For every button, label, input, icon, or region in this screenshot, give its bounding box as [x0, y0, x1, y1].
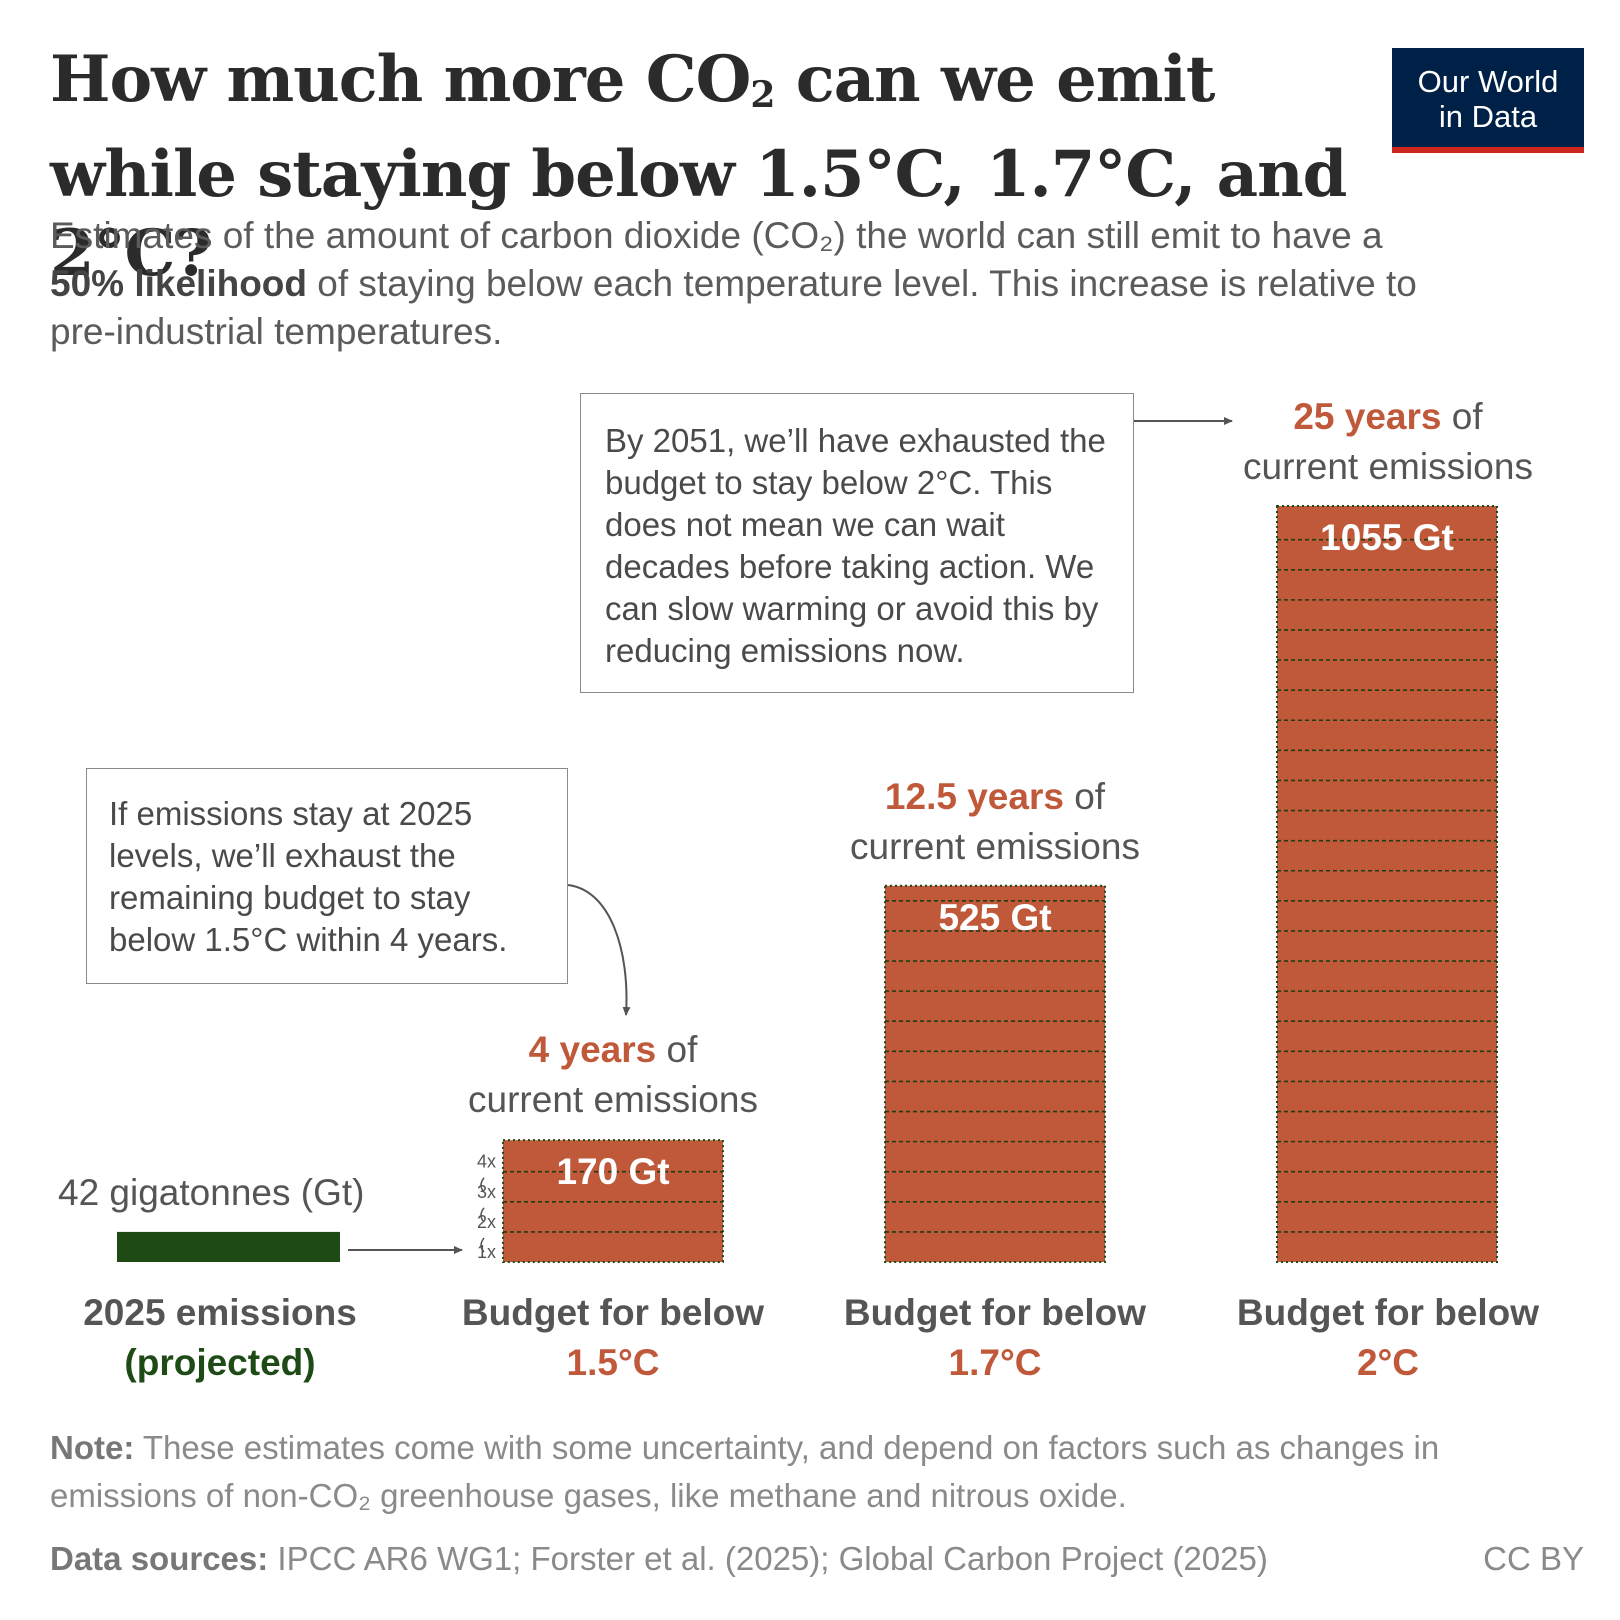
- title-text-2: can we emit while staying below 1.5°C, 1…: [50, 42, 1347, 291]
- current-emissions-label: 42 gigatonnes (Gt): [58, 1172, 365, 1213]
- multiplier-label: 3x: [477, 1182, 496, 1202]
- note-text: These estimates come with some uncertain…: [50, 1429, 1440, 1514]
- title-text-1: How much more CO: [50, 42, 751, 117]
- caption-line-1: Budget for below: [1236, 1292, 1540, 1333]
- current-emissions-bar: [117, 1231, 340, 1262]
- multiplier-label: 2x: [477, 1212, 496, 1232]
- years-line-2: current emissions: [1243, 446, 1533, 487]
- footer-sources: Data sources: IPCC AR6 WG1; Forster et a…: [50, 1535, 1450, 1583]
- caption-line-2: (projected): [124, 1342, 316, 1383]
- footer-note: Note: These estimates come with some unc…: [50, 1424, 1580, 1520]
- multiplier-bracket: [480, 1207, 485, 1223]
- caption-1-5c: Budget for below 1.5°C: [433, 1288, 793, 1388]
- caption-current-emissions: 2025 emissions (projected): [40, 1288, 400, 1388]
- arrow-to-1-5c-label: [567, 884, 631, 1016]
- bar-value-label: 1055 Gt: [1320, 517, 1454, 558]
- bar-value-label: 170 Gt: [556, 1151, 669, 1192]
- years-rest: of: [1441, 396, 1483, 437]
- chart-subtitle: Estimates of the amount of carbon dioxid…: [50, 212, 1450, 356]
- caption-line-1: 2025 emissions: [83, 1292, 357, 1333]
- bar-value-label: 525 Gt: [938, 897, 1051, 938]
- annotation-1-5c-text: If emissions stay at 2025 levels, we’ll …: [109, 795, 508, 958]
- subtitle-text-2: of staying below each temperature level.…: [50, 263, 1417, 352]
- license-link[interactable]: CC BY: [1483, 1540, 1584, 1577]
- caption-2c: Budget for below 2°C: [1208, 1288, 1568, 1388]
- caption-1-7c: Budget for below 1.7°C: [815, 1288, 1175, 1388]
- annotation-1-5c: If emissions stay at 2025 levels, we’ll …: [86, 768, 568, 984]
- chart-title: How much more CO2 can we emit while stay…: [50, 40, 1370, 293]
- years-highlight: 4 years: [528, 1029, 657, 1070]
- sources-label: Data sources:: [50, 1540, 269, 1577]
- multiplier-bracket: [480, 1177, 485, 1193]
- caption-line-1: Budget for below: [461, 1292, 765, 1333]
- years-line-2: current emissions: [468, 1079, 758, 1120]
- years-line-2: current emissions: [850, 826, 1140, 867]
- multiplier-bracket: [480, 1237, 485, 1253]
- multiplier-label: 1x: [477, 1242, 496, 1262]
- years-label-1-7c: 12.5 years of current emissions: [815, 772, 1175, 872]
- sources-text: IPCC AR6 WG1; Forster et al. (2025); Glo…: [268, 1540, 1268, 1577]
- years-label-1-5c: 4 years of current emissions: [433, 1025, 793, 1125]
- multiplier-label: 4x: [477, 1152, 496, 1172]
- owid-logo[interactable]: Our World in Data: [1392, 48, 1584, 153]
- annotation-2c-text: By 2051, we’ll have exhausted the budget…: [605, 422, 1106, 669]
- caption-temp: 1.5°C: [566, 1342, 660, 1383]
- annotation-2c: By 2051, we’ll have exhausted the budget…: [580, 393, 1134, 693]
- years-label-2c: 25 years of current emissions: [1208, 392, 1568, 492]
- subtitle-bold: 50% likelihood: [50, 263, 308, 304]
- years-highlight: 12.5 years: [884, 776, 1064, 817]
- caption-temp: 2°C: [1356, 1342, 1420, 1383]
- note-label: Note:: [50, 1429, 135, 1466]
- years-rest: of: [656, 1029, 698, 1070]
- years-rest: of: [1063, 776, 1106, 817]
- caption-temp: 1.7°C: [948, 1342, 1042, 1383]
- caption-line-1: Budget for below: [843, 1292, 1147, 1333]
- logo-line-2: in Data: [1438, 99, 1538, 134]
- budget-bar: [1276, 505, 1498, 1263]
- budget-bar: [884, 884, 1106, 1263]
- subtitle-text-1: Estimates of the amount of carbon dioxid…: [50, 215, 1383, 256]
- title-subscript: 2: [750, 74, 775, 116]
- logo-line-1: Our World: [1417, 64, 1559, 99]
- years-highlight: 25 years: [1293, 396, 1442, 437]
